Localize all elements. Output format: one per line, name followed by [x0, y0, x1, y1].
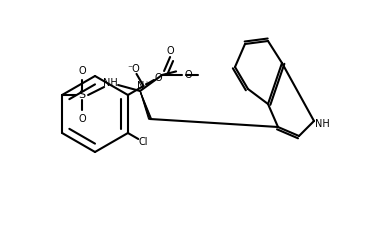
Text: ⁻O: ⁻O: [127, 64, 140, 74]
Text: O: O: [154, 72, 162, 82]
Text: Cl: Cl: [139, 137, 148, 147]
Text: NH: NH: [314, 119, 329, 129]
Text: O: O: [78, 114, 86, 124]
Text: O: O: [166, 46, 174, 56]
Text: O: O: [78, 66, 86, 76]
Text: S: S: [78, 90, 85, 100]
Text: O: O: [184, 70, 192, 80]
Text: NH: NH: [103, 78, 117, 88]
Text: N⁺: N⁺: [137, 81, 150, 91]
